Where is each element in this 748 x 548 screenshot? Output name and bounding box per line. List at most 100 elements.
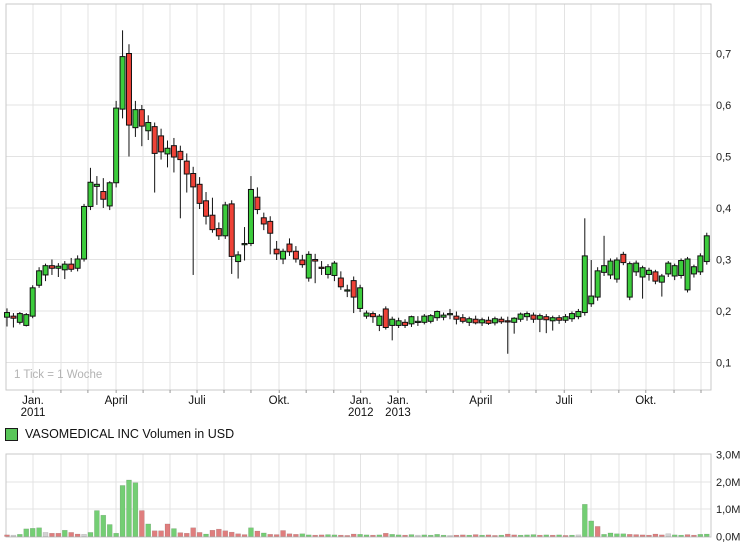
- candle: [446, 308, 453, 320]
- candle: [434, 310, 441, 321]
- volume-bar: [588, 520, 594, 537]
- candle: [222, 201, 229, 239]
- candle: [183, 153, 190, 193]
- candle: [485, 316, 492, 325]
- volume-bar: [36, 527, 42, 537]
- volume-bar: [376, 534, 383, 537]
- volume-bar: [273, 534, 280, 537]
- candle: [568, 311, 575, 322]
- candle: [594, 267, 601, 301]
- candle: [241, 227, 248, 261]
- candle: [151, 122, 158, 193]
- volume-bar: [479, 534, 485, 537]
- volume-bar: [184, 532, 190, 537]
- candle: [312, 253, 319, 284]
- candle: [652, 269, 659, 285]
- candle: [639, 265, 646, 299]
- volume-bar: [370, 534, 376, 537]
- volume-bar: [338, 534, 344, 537]
- volume-bar: [505, 533, 511, 537]
- x-axis-year-label: 2011: [21, 407, 46, 419]
- volume-bar: [383, 532, 389, 537]
- candle: [299, 254, 306, 268]
- volume-bar: [697, 534, 704, 537]
- candle: [325, 264, 331, 279]
- candle: [4, 308, 10, 327]
- volume-bar: [350, 533, 357, 537]
- candle: [613, 257, 620, 283]
- candle: [581, 218, 588, 316]
- candle: [344, 284, 351, 298]
- volume-bar: [395, 534, 402, 537]
- candle: [530, 312, 537, 323]
- volume-bar: [119, 485, 126, 537]
- candle: [511, 317, 518, 334]
- volume-bar: [671, 534, 678, 537]
- x-axis-year-label: 2013: [385, 407, 411, 419]
- candle: [357, 284, 364, 313]
- volume-bar: [87, 532, 94, 537]
- candle: [337, 271, 344, 290]
- volume-bar: [190, 527, 196, 537]
- candle: [87, 167, 94, 211]
- x-axis-label: Jan.: [387, 395, 409, 407]
- candle: [55, 263, 62, 278]
- volume-bar: [427, 534, 434, 537]
- candle: [690, 264, 697, 278]
- volume-bar: [23, 528, 30, 537]
- volume-bar: [408, 534, 415, 537]
- volume-bar: [177, 532, 184, 537]
- volume-bar: [305, 534, 312, 537]
- volume-bar: [55, 532, 62, 537]
- candle: [305, 251, 312, 282]
- volume-bar: [511, 534, 517, 537]
- x-axis-label: Jan.: [350, 395, 372, 407]
- volume-bar: [164, 523, 171, 537]
- candle: [626, 261, 633, 301]
- volume-bar: [42, 532, 49, 537]
- x-axis-label: Okt.: [269, 395, 290, 407]
- volume-bar: [325, 534, 331, 537]
- candle: [472, 315, 479, 325]
- volume-bar: [472, 534, 479, 537]
- candle: [61, 261, 68, 280]
- candle: [196, 177, 203, 210]
- candle: [588, 260, 595, 307]
- candle: [427, 314, 434, 324]
- price-tick-label: 0,2: [716, 306, 731, 318]
- candle: [575, 308, 582, 320]
- volume-bar: [209, 529, 216, 537]
- candle: [466, 316, 473, 326]
- candle: [646, 267, 652, 281]
- x-axis-label: Okt.: [635, 395, 656, 407]
- candle: [504, 316, 511, 354]
- volume-bar: [415, 534, 421, 537]
- volume-bar: [216, 528, 222, 537]
- volume-tick-label: 2,0M: [716, 477, 740, 489]
- candle: [177, 145, 184, 219]
- candle: [479, 317, 486, 326]
- candle: [331, 261, 338, 282]
- volume-bar: [665, 533, 672, 537]
- volume-bar: [171, 528, 177, 537]
- volume-bar: [139, 510, 145, 537]
- volume-bar: [318, 534, 325, 537]
- candle: [421, 314, 428, 325]
- volume-bar: [331, 534, 338, 537]
- candle: [517, 312, 524, 322]
- candle: [164, 140, 171, 168]
- candle: [414, 316, 421, 326]
- volume-bar: [447, 535, 453, 537]
- volume-bar: [620, 533, 627, 537]
- volume-bar: [485, 534, 492, 537]
- candle: [498, 316, 505, 324]
- volume-bar: [601, 534, 607, 537]
- candle: [382, 306, 389, 330]
- volume-bar: [434, 534, 440, 537]
- candle: [113, 100, 120, 188]
- candle: [556, 315, 563, 324]
- candle: [402, 319, 409, 328]
- volume-bar: [684, 534, 691, 537]
- volume-bar: [402, 534, 408, 537]
